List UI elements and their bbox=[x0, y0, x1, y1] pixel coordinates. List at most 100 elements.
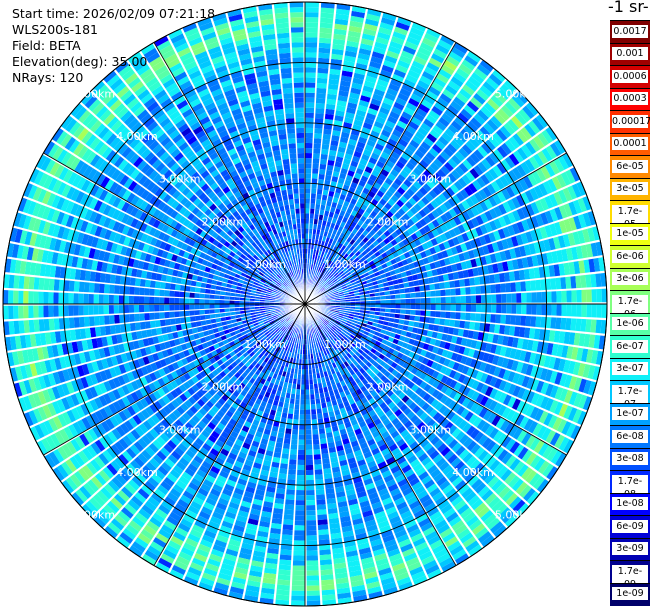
range-gate-cell bbox=[305, 82, 316, 88]
range-gate-cell bbox=[546, 251, 554, 264]
range-gate-cell bbox=[319, 323, 325, 329]
range-gate-cell bbox=[408, 157, 419, 167]
range-gate-cell bbox=[312, 275, 316, 281]
range-gate-cell bbox=[558, 330, 566, 344]
range-gate-cell bbox=[488, 73, 503, 86]
range-gate-cell bbox=[329, 185, 336, 193]
range-gate-cell bbox=[440, 418, 450, 428]
range-gate-cell bbox=[292, 560, 305, 566]
range-gate-cell bbox=[505, 438, 517, 451]
range-gate-cell bbox=[539, 197, 549, 211]
range-gate-cell bbox=[320, 268, 325, 274]
range-gate-cell bbox=[482, 244, 490, 255]
range-gate-cell bbox=[452, 236, 460, 246]
range-gate-cell bbox=[439, 150, 451, 161]
range-gate-cell bbox=[410, 309, 416, 315]
range-gate-cell bbox=[329, 63, 342, 71]
range-gate-cell bbox=[363, 451, 373, 459]
range-gate-cell bbox=[385, 249, 392, 256]
range-gate-cell bbox=[394, 408, 403, 417]
range-gate-cell bbox=[305, 213, 310, 219]
range-gate-cell bbox=[298, 449, 305, 455]
range-gate-cell bbox=[411, 274, 419, 281]
range-gate-cell bbox=[464, 278, 471, 287]
range-gate-cell bbox=[526, 292, 532, 303]
range-gate-cell bbox=[429, 161, 440, 172]
range-gate-cell bbox=[460, 355, 468, 365]
range-gate-cell bbox=[464, 80, 478, 92]
range-gate-cell bbox=[439, 480, 451, 491]
range-gate-cell bbox=[307, 243, 311, 249]
range-gate-cell bbox=[480, 142, 492, 155]
range-gate-cell bbox=[370, 347, 377, 354]
range-gate-cell bbox=[488, 274, 496, 284]
range-gate-cell bbox=[398, 156, 408, 165]
range-gate-cell bbox=[325, 337, 330, 344]
range-gate-cell bbox=[489, 376, 498, 387]
range-gate-cell bbox=[465, 540, 480, 553]
range-gate-cell bbox=[590, 273, 597, 288]
range-gate-cell bbox=[362, 148, 372, 157]
range-gate-cell bbox=[460, 337, 468, 347]
range-gate-cell bbox=[387, 83, 400, 92]
range-gate-cell bbox=[336, 275, 342, 281]
range-gate-cell bbox=[324, 270, 329, 276]
range-gate-cell bbox=[327, 248, 333, 255]
range-gate-cell bbox=[484, 155, 496, 167]
range-gate-cell bbox=[451, 442, 463, 453]
range-gate-cell bbox=[390, 299, 396, 304]
range-gate-cell bbox=[349, 350, 355, 357]
range-gate-cell bbox=[427, 464, 439, 475]
range-gate-cell bbox=[329, 275, 335, 281]
range-gate-cell bbox=[448, 491, 461, 503]
range-gate-cell bbox=[336, 260, 342, 267]
range-gate-cell bbox=[514, 112, 527, 126]
range-gate-cell bbox=[411, 375, 419, 384]
range-gate-cell bbox=[486, 304, 492, 313]
range-gate-cell bbox=[434, 401, 444, 411]
range-gate-cell bbox=[332, 125, 342, 132]
range-gate-cell bbox=[349, 278, 356, 284]
range-gate-cell bbox=[436, 347, 444, 356]
range-gate-cell bbox=[386, 87, 398, 97]
range-gate-cell bbox=[500, 314, 507, 324]
range-gate-cell bbox=[461, 143, 473, 155]
range-gate-cell bbox=[457, 394, 467, 405]
range-gate-cell bbox=[449, 183, 460, 194]
range-gate-cell bbox=[438, 116, 450, 128]
range-gate-cell bbox=[460, 304, 467, 312]
range-gate-cell bbox=[499, 324, 506, 335]
range-gate-cell bbox=[448, 369, 457, 379]
range-gate-cell bbox=[358, 274, 365, 280]
range-gate-cell bbox=[331, 288, 338, 292]
range-gate-cell bbox=[344, 324, 350, 329]
range-gate-cell bbox=[427, 231, 435, 240]
range-gate-cell bbox=[368, 221, 376, 229]
range-gate-cell bbox=[380, 307, 386, 312]
range-gate-cell bbox=[432, 543, 446, 555]
range-gate-cell bbox=[316, 504, 327, 511]
range-gate-cell bbox=[336, 371, 342, 378]
range-gate-cell bbox=[354, 67, 367, 76]
range-gate-cell bbox=[314, 203, 321, 210]
range-gate-cell bbox=[496, 240, 505, 251]
range-gate-cell bbox=[562, 187, 573, 202]
range-gate-cell bbox=[424, 248, 432, 257]
range-gate-cell bbox=[341, 70, 353, 78]
range-gate-cell bbox=[447, 124, 459, 135]
range-gate-cell bbox=[322, 275, 328, 281]
range-gate-cell bbox=[360, 175, 369, 183]
range-gate-cell bbox=[297, 454, 305, 461]
range-gate-cell bbox=[375, 304, 381, 308]
range-gate-cell bbox=[428, 276, 435, 284]
range-gate-cell bbox=[317, 519, 329, 526]
range-gate-cell bbox=[495, 314, 502, 324]
range-gate-cell bbox=[520, 192, 530, 205]
range-gate-cell bbox=[338, 324, 345, 329]
range-gate-cell bbox=[278, 569, 292, 576]
range-gate-cell bbox=[399, 313, 406, 320]
range-gate-cell bbox=[558, 220, 568, 234]
range-gate-cell bbox=[355, 323, 362, 329]
range-gate-cell bbox=[382, 59, 396, 69]
range-gate-cell bbox=[338, 270, 344, 276]
